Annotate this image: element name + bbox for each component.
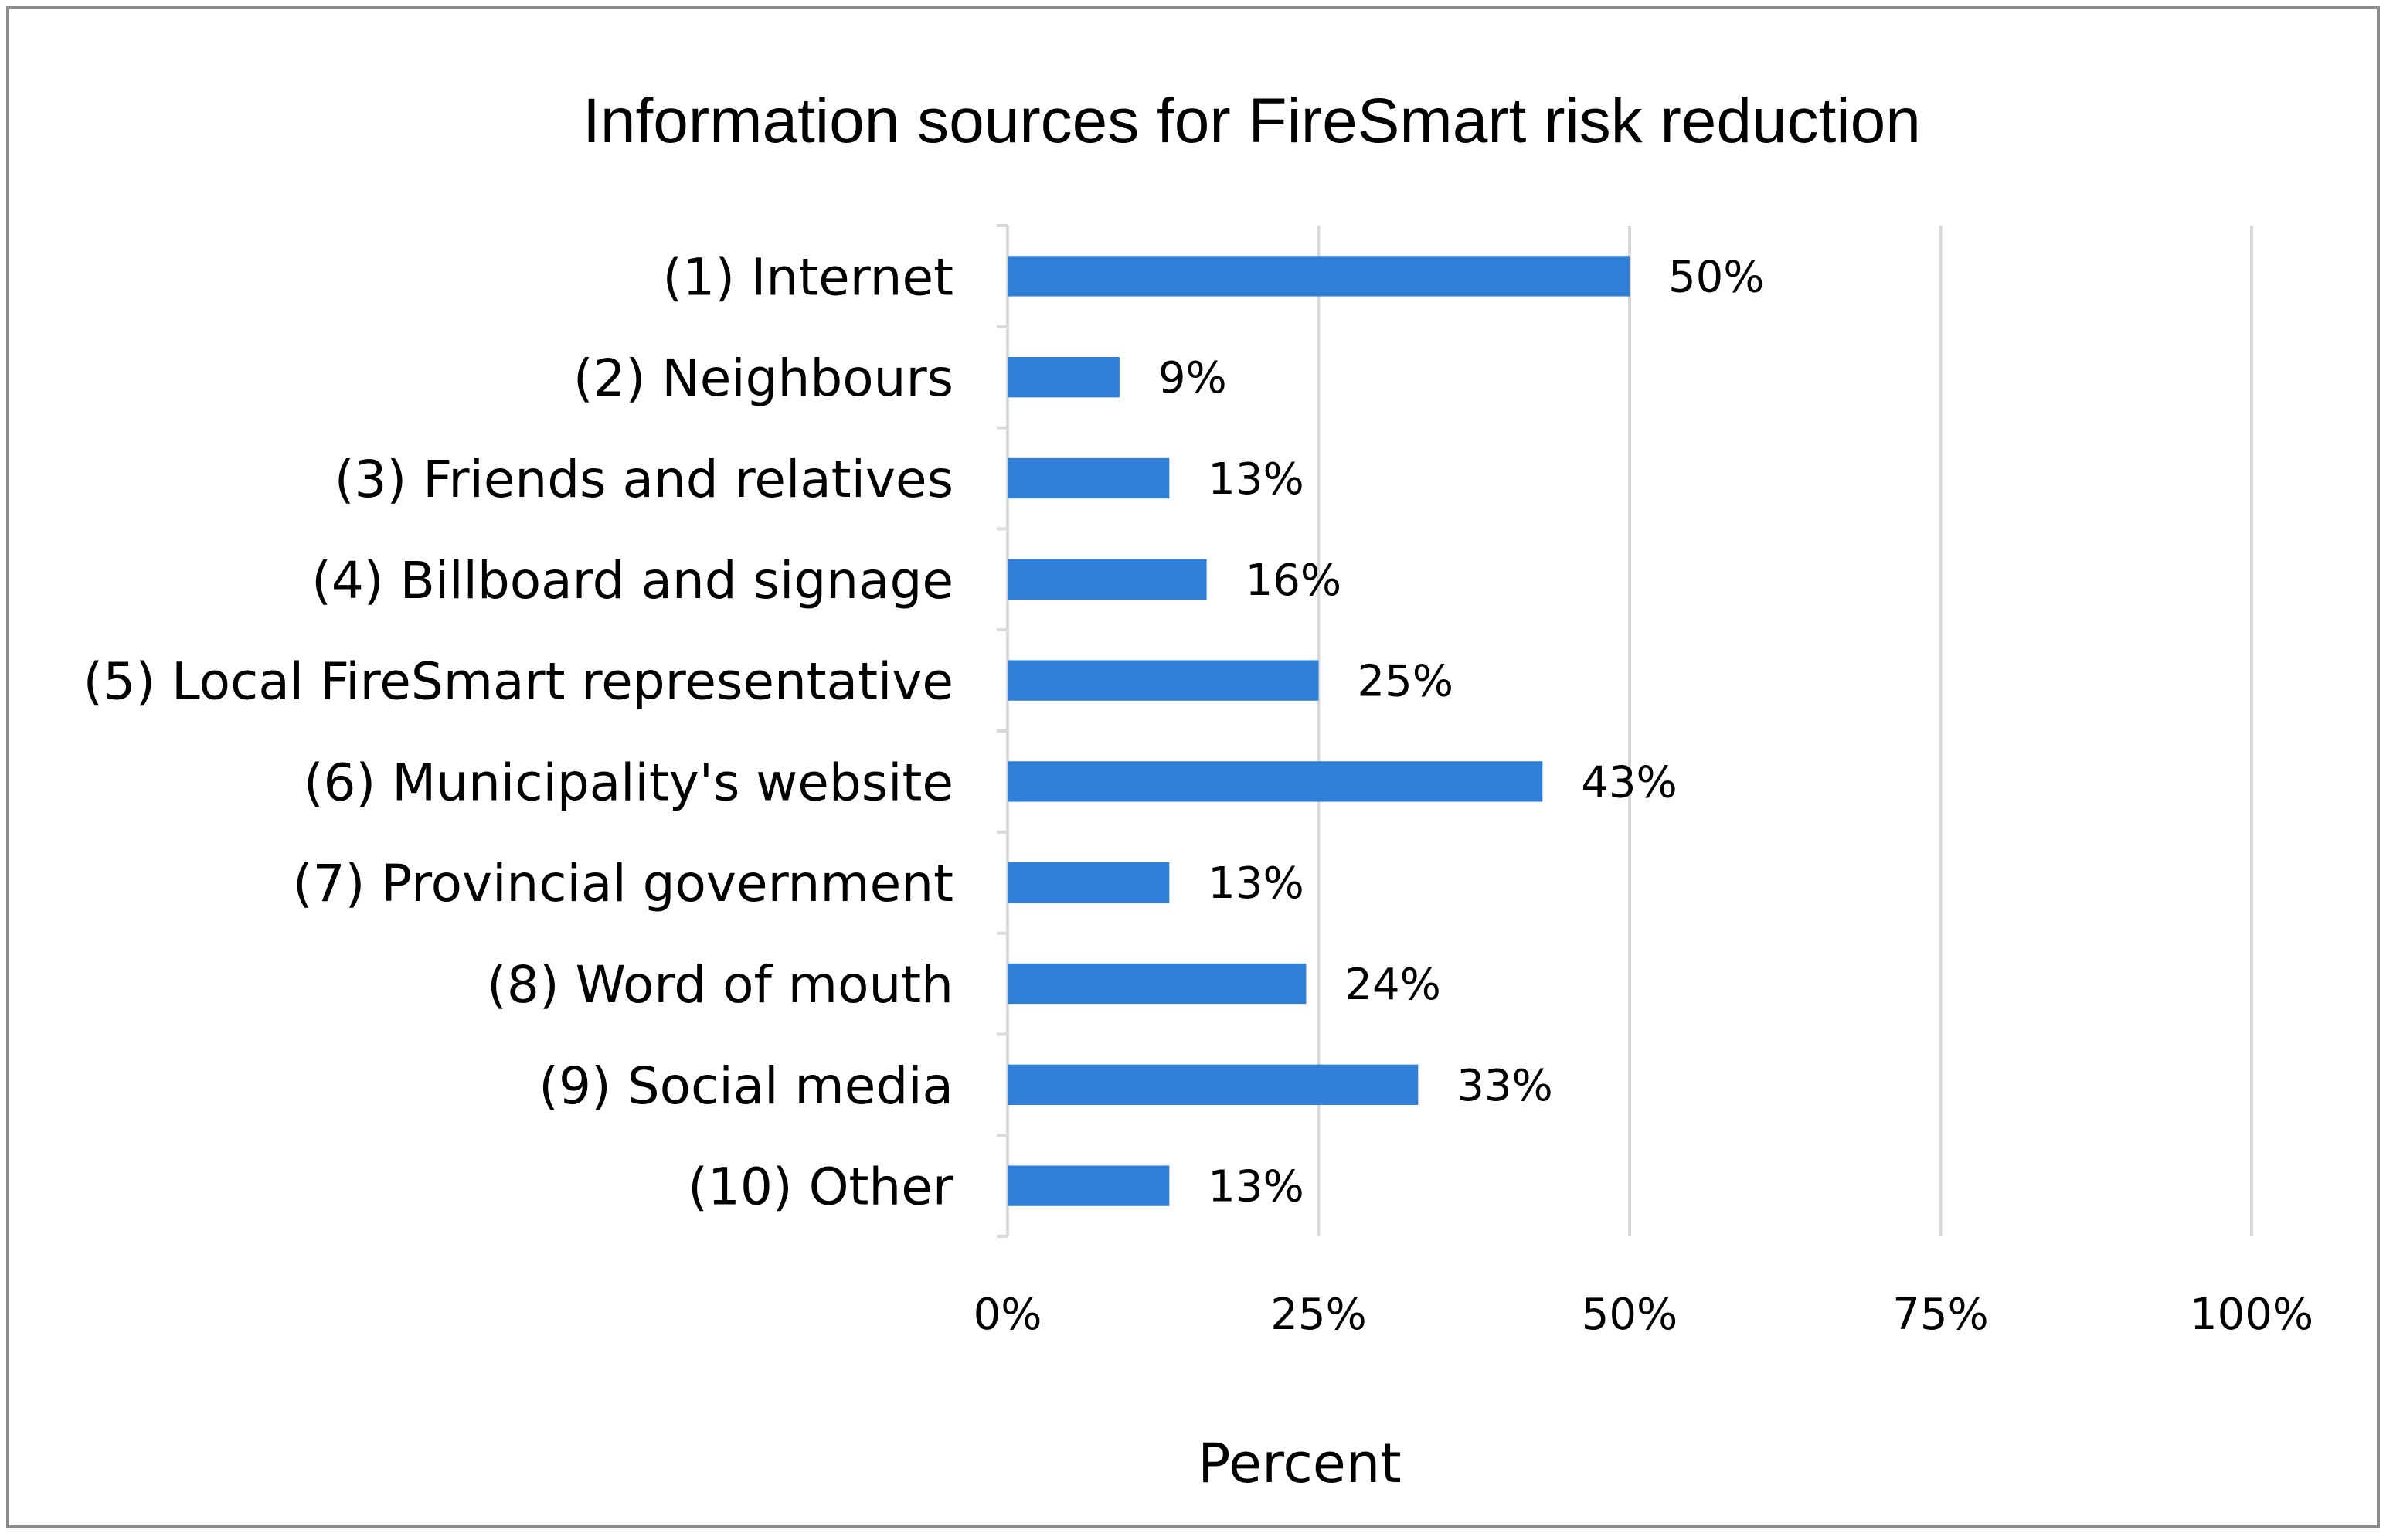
value-label-1: 50% — [1668, 252, 1764, 302]
category-label-10: (10) Other — [688, 1158, 954, 1217]
chart-frame: Information sources for FireSmart risk r… — [6, 6, 2380, 1528]
category-label-8: (8) Word of mouth — [487, 955, 953, 1015]
x-tick-label-100: 100% — [2190, 1290, 2313, 1340]
bar-1 — [1008, 256, 1630, 297]
category-label-4: (4) Billboard and signage — [311, 551, 953, 610]
bar-10 — [1008, 1165, 1170, 1206]
category-label-6: (6) Municipality's website — [304, 753, 953, 812]
bar-4 — [1008, 559, 1207, 600]
x-tick-label-25: 25% — [1270, 1290, 1366, 1340]
x-tick-label-0: 0% — [974, 1290, 1042, 1340]
value-label-3: 13% — [1208, 454, 1304, 505]
value-labels: 50% 9% 13% 16% 25% 43% 13% 24% 33% 13% — [1158, 252, 1765, 1212]
value-label-10: 13% — [1208, 1162, 1304, 1212]
bar-8 — [1008, 963, 1307, 1005]
value-label-2: 9% — [1158, 353, 1227, 403]
category-label-2: (2) Neighbours — [573, 348, 953, 408]
bar-7 — [1008, 862, 1170, 903]
x-tick-label-50: 50% — [1582, 1290, 1677, 1340]
value-label-5: 25% — [1358, 657, 1453, 707]
bar-3 — [1008, 457, 1170, 499]
bar-chart: Information sources for FireSmart risk r… — [83, 86, 2313, 1495]
chart-title: Information sources for FireSmart risk r… — [583, 86, 1921, 156]
category-labels: (1) Internet (2) Neighbours (3) Friends an… — [83, 247, 954, 1216]
x-axis-title: Percent — [1198, 1432, 1401, 1495]
category-label-9: (9) Social media — [539, 1056, 953, 1116]
bars — [1008, 256, 1630, 1206]
x-tick-label-75: 75% — [1892, 1290, 1988, 1340]
bar-5 — [1008, 660, 1319, 701]
value-label-8: 24% — [1344, 960, 1440, 1010]
value-label-7: 13% — [1208, 858, 1304, 909]
category-label-7: (7) Provincial government — [293, 854, 953, 913]
value-label-4: 16% — [1246, 556, 1341, 606]
value-label-6: 43% — [1581, 757, 1677, 807]
x-tick-labels: 0% 25% 50% 75% 100% — [974, 1290, 2313, 1340]
bar-6 — [1008, 761, 1543, 802]
category-label-3: (3) Friends and relatives — [335, 450, 953, 509]
bar-2 — [1008, 357, 1120, 398]
category-label-1: (1) Internet — [662, 247, 953, 307]
value-label-9: 33% — [1457, 1061, 1552, 1111]
bar-9 — [1008, 1064, 1419, 1105]
category-label-5: (5) Local FireSmart representative — [83, 652, 953, 712]
